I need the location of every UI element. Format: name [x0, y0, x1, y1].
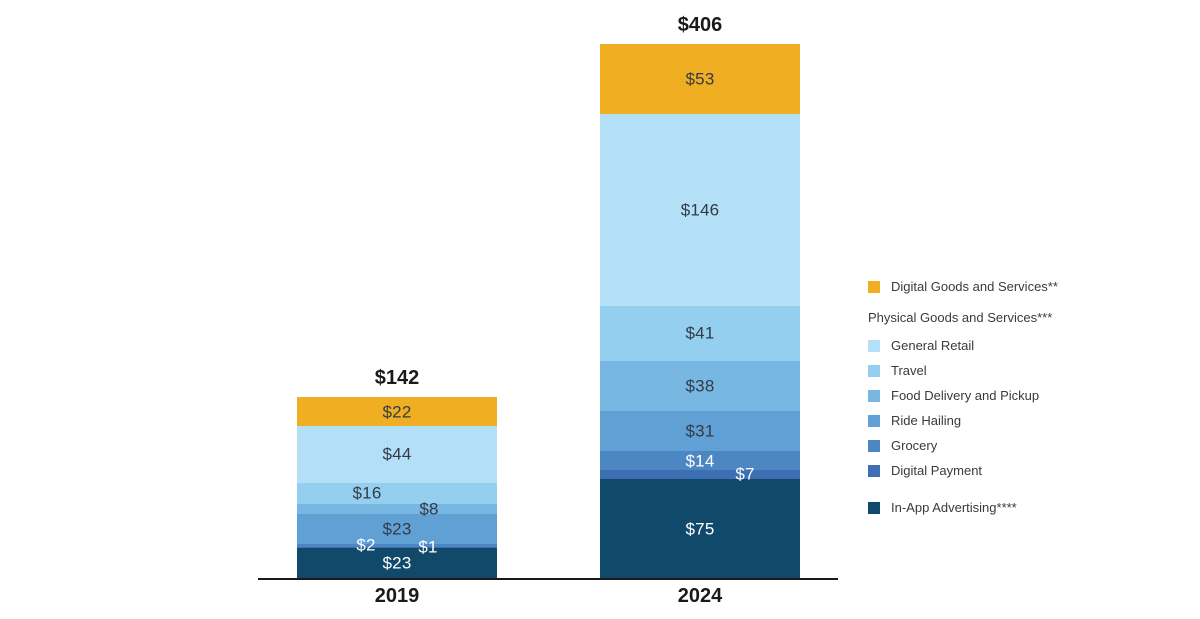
bar-segment-value-label: $23: [382, 519, 412, 539]
bar-total-label-2019: $142: [374, 367, 420, 390]
bar-segment-2024-8: $75: [600, 479, 800, 578]
legend-item: Digital Payment: [868, 458, 1058, 483]
bar-segment-2019-7: $1: [297, 539, 497, 556]
bar-segment-value-label: $146: [680, 200, 720, 220]
legend-item: Grocery: [868, 433, 1058, 458]
legend-swatch: [868, 414, 880, 427]
bar-segment-2019-4: $8: [297, 501, 497, 518]
stacked-bar-2019: $22 $44 $16 $8 $23 $2 $1 $23: [297, 397, 497, 578]
legend-label: In-App Advertising****: [891, 500, 1017, 515]
legend-label: Ride Hailing: [891, 413, 962, 428]
bar-segment-2019-8: $23: [297, 548, 497, 578]
bar-segment-2019-3: $16: [297, 483, 497, 504]
bar-segment-value-label: $2: [356, 535, 376, 555]
bar-segment-value-label: $53: [685, 69, 715, 89]
legend-item: Digital Goods and Services**: [868, 274, 1058, 299]
legend-swatch: [868, 364, 880, 377]
legend-item: Ride Hailing: [868, 408, 1058, 433]
legend-label: Grocery: [891, 438, 938, 453]
bar-segment-2019-2: $44: [297, 425, 497, 484]
legend-label: Digital Payment: [891, 463, 983, 478]
bar-segment-value-label: $14: [685, 451, 715, 471]
bar-total-label-2024: $406: [677, 14, 723, 37]
legend-item: Travel: [868, 358, 1058, 383]
legend-item: General Retail: [868, 333, 1058, 358]
bar-segment-value-label: $7: [735, 464, 755, 484]
legend-label: Food Delivery and Pickup: [891, 388, 1040, 403]
bar-segment-2019-1: $22: [297, 397, 497, 426]
legend-header: Physical Goods and Services***: [868, 305, 1058, 330]
x-axis-label-2024: 2024: [677, 585, 723, 607]
legend: Digital Goods and Services** Physical Goo…: [868, 274, 1058, 520]
legend-label: Physical Goods and Services***: [868, 310, 1053, 325]
bar-segment-value-label: $31: [685, 421, 715, 441]
bar-segment-value-label: $75: [685, 519, 715, 538]
x-axis-label-2019: 2019: [374, 585, 420, 607]
bar-segment-value-label: $8: [419, 499, 439, 519]
legend-swatch: [868, 280, 880, 293]
legend-swatch: [868, 439, 880, 452]
legend-label: General Retail: [891, 338, 975, 353]
bar-segment-value-label: $16: [352, 483, 382, 503]
stacked-bar-2024: $53 $146 $41 $38 $31 $14 $7 $75: [600, 44, 800, 578]
bar-segment-value-label: $22: [382, 402, 412, 422]
bar-segment-value-label: $23: [382, 553, 412, 573]
legend-label: Digital Goods and Services**: [891, 279, 1058, 294]
bar-segment-value-label: $44: [382, 444, 412, 464]
legend-label: Travel: [891, 363, 927, 378]
legend-item: In-App Advertising****: [868, 495, 1058, 520]
bar-segment-2019-5: $23: [297, 514, 497, 545]
bar-segment-2024-2: $146: [600, 114, 800, 307]
bar-segment-value-label: $38: [685, 376, 715, 396]
bar-segment-2024-3: $41: [600, 306, 800, 361]
bar-segment-2024-1: $53: [600, 44, 800, 115]
bar-segment-2024-6: $14: [600, 451, 800, 471]
legend-swatch: [868, 501, 880, 514]
bar-segment-2024-4: $38: [600, 360, 800, 411]
bar-segment-value-label: $41: [685, 323, 715, 343]
legend-swatch: [868, 389, 880, 402]
bar-segment-2024-7: $7: [600, 466, 800, 483]
bar-segment-2024-5: $31: [600, 410, 800, 452]
legend-item: Food Delivery and Pickup: [868, 383, 1058, 408]
bar-segment-value-label: $1: [418, 537, 438, 557]
legend-swatch: [868, 464, 880, 477]
legend-swatch: [868, 339, 880, 352]
x-axis-line: [258, 578, 838, 580]
bar-segment-2019-6: $2: [297, 537, 497, 554]
